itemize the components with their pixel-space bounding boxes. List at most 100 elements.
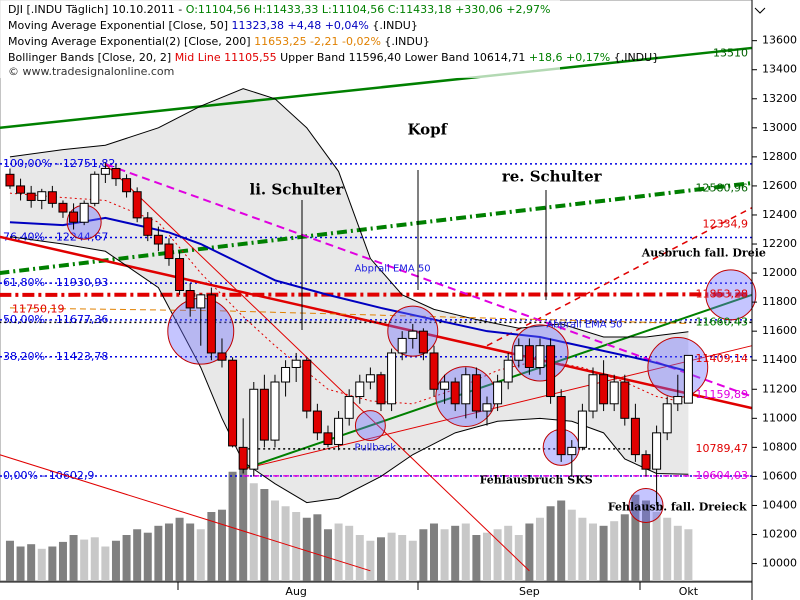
candle-body <box>111 167 121 180</box>
y-tick-label: 10000 <box>762 557 797 570</box>
candle-body <box>408 330 418 339</box>
legend-text: 11323,38 +4,48 +0,04% <box>232 19 369 32</box>
volume-bar <box>440 529 449 581</box>
trend-line <box>105 163 530 572</box>
x-tick-label: Okt <box>679 585 699 598</box>
volume-bar <box>429 523 438 581</box>
level-label: 11409,14 <box>696 352 749 365</box>
candle-body <box>334 417 344 445</box>
legend-text: O:11104,56 H:11433,33 L:11104,56 C:11433… <box>186 3 551 16</box>
volume-bar <box>37 548 46 581</box>
volume-bar <box>620 514 629 581</box>
candle-body <box>630 417 640 456</box>
candle-body <box>503 359 513 383</box>
volume-bar <box>461 523 470 581</box>
candle-body <box>609 381 619 405</box>
candle-body <box>355 381 365 398</box>
annotation: li. Schulter <box>250 181 345 199</box>
legend-bg <box>0 0 560 78</box>
volume-bar <box>663 517 672 581</box>
volume-bar <box>345 525 354 581</box>
volume-bar <box>196 529 205 581</box>
scroll-arrow[interactable] <box>754 7 766 14</box>
y-tick-label: 10200 <box>762 528 797 541</box>
y-tick-label: 11800 <box>762 295 797 308</box>
volume-bar <box>366 540 375 581</box>
level-label: 11750,19 <box>12 302 65 315</box>
fib-label: 76,40% - 12244,67 <box>3 231 108 244</box>
y-tick-label: 13200 <box>762 92 797 105</box>
candle-body <box>344 396 354 419</box>
legend-text: Moving Average Exponential(2) [Close, 20… <box>8 35 254 48</box>
y-tick-label: 10800 <box>762 440 797 453</box>
candle-body <box>567 446 577 456</box>
annotation: re. Schulter <box>502 168 603 186</box>
legend-text: Moving Average Exponential [Close, 50] <box>8 19 232 32</box>
candle-body <box>429 352 439 390</box>
annotation: Fehlausb. fall. Dreieck <box>608 501 747 514</box>
annotation: Pullback <box>354 443 396 454</box>
y-tick-label: 12400 <box>762 208 797 221</box>
legend-text: Mid Line 11105,55 <box>175 51 277 64</box>
candle-body <box>249 388 259 470</box>
volume-bar <box>546 506 555 581</box>
volume-bar <box>323 529 332 581</box>
volume-bar <box>143 532 152 581</box>
fib-label: 100,00% - 12751,82 <box>3 157 115 170</box>
volume-bar <box>398 535 407 581</box>
volume-bar <box>419 529 428 581</box>
volume-bar <box>504 525 513 581</box>
y-tick-label: 13400 <box>762 63 797 76</box>
candle-body <box>100 167 110 175</box>
volume-bar <box>355 535 364 581</box>
volume-bar <box>472 535 481 581</box>
volume-bar <box>58 541 67 581</box>
plot: 100,00% - 12751,82 76,40% - 12244,67 61,80… <box>0 46 766 581</box>
candle-body <box>238 446 248 470</box>
level-label: 11660,43 <box>696 315 749 328</box>
candle-body <box>217 352 227 361</box>
plot-frame <box>0 0 753 582</box>
candle-body <box>652 432 662 470</box>
volume-bar <box>610 521 619 581</box>
candle-body <box>37 191 47 201</box>
candle-body <box>90 173 100 204</box>
y-tick-label: 13600 <box>762 34 797 47</box>
fib-label: 0,00% - 10602,9 <box>3 469 94 482</box>
legend-text: Upper Band 11596,40 Lower Band 10614,71 <box>277 51 529 64</box>
volume-bar <box>260 489 269 581</box>
y-tick-label: 12200 <box>762 237 797 250</box>
candle-body <box>641 454 651 470</box>
volume-bar <box>588 523 597 581</box>
legend-text: {.INDU} <box>369 19 418 32</box>
candle-body <box>79 202 89 223</box>
volume-bar <box>408 540 417 581</box>
legend-text: DJI [.INDU Täglich] 10.10.2011 - <box>8 3 186 16</box>
legend-line: DJI [.INDU Täglich] 10.10.2011 - O:11104… <box>8 3 550 16</box>
level-label: 11853,28 <box>696 287 749 300</box>
candle-body <box>228 359 238 447</box>
volume-bar <box>313 514 322 581</box>
candle-body <box>26 192 36 201</box>
volume-bar <box>302 517 311 581</box>
candle-body <box>577 410 587 448</box>
volume-bar <box>164 523 173 581</box>
level-label: 13510 <box>713 47 748 60</box>
candle-body <box>58 202 68 213</box>
volume-bar <box>90 537 99 581</box>
highlight-circle <box>628 487 664 523</box>
copyright: © www.tradesignalonline.com <box>8 65 174 78</box>
candle-body <box>673 396 683 405</box>
annotation: Abprall EMA 50 <box>546 320 622 331</box>
level-label: 12334,9 <box>703 217 749 230</box>
candle-body <box>270 381 280 441</box>
candle-body <box>493 381 503 405</box>
candle-body <box>376 374 386 405</box>
legend: DJI [.INDU Täglich] 10.10.2011 - O:11104… <box>0 0 659 78</box>
volume-bar <box>387 532 396 581</box>
candle-body <box>588 374 598 412</box>
candle-body <box>556 396 566 456</box>
volume-bar <box>101 546 110 581</box>
level-label: 10789,47 <box>696 442 749 455</box>
